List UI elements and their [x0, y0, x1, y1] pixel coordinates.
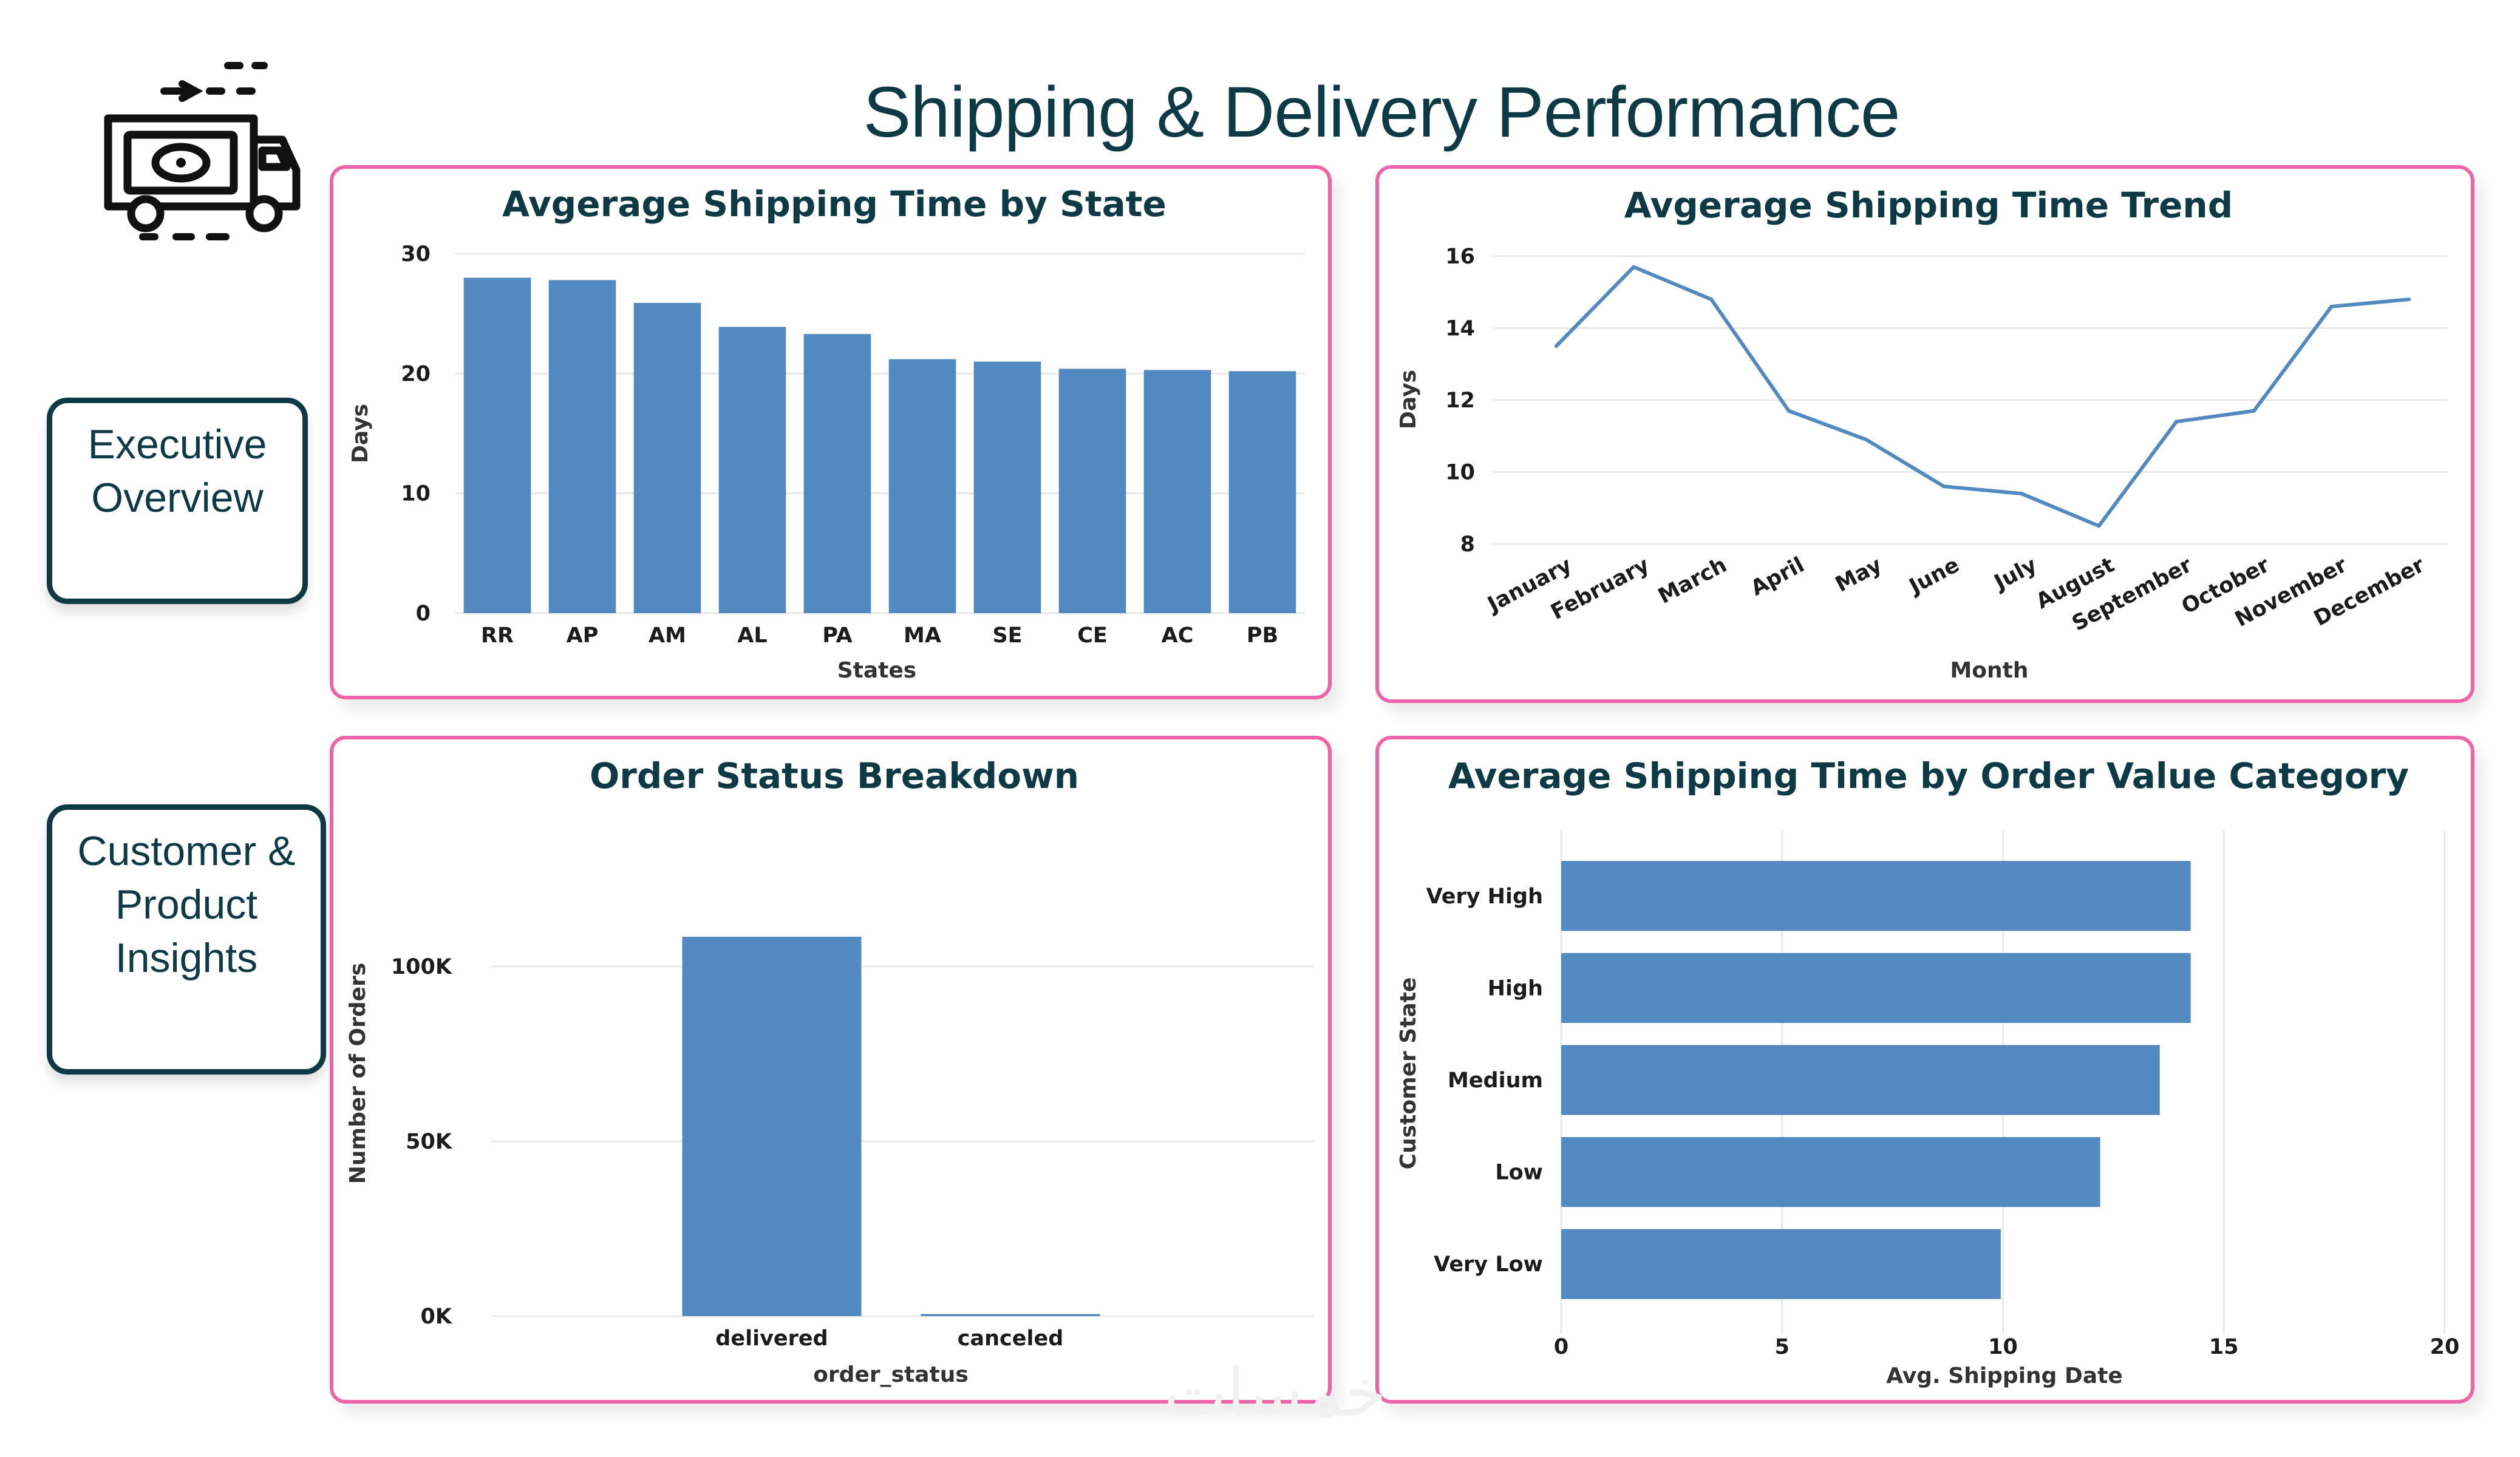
x-tick-label: AM	[649, 623, 686, 648]
chart-card-value: Average Shipping Time by Order Value Cat…	[1375, 736, 2474, 1404]
y-tick-label: 16	[1445, 245, 1475, 269]
x-tick-label: 0	[1554, 1335, 1568, 1359]
data-point[interactable]	[1864, 438, 1868, 442]
x-tick-label: 10	[1988, 1335, 2018, 1359]
bar[interactable]	[463, 277, 531, 613]
y-tick-label: 30	[401, 242, 431, 267]
y-tick-label: Very High	[1426, 885, 1543, 909]
x-tick-label: PB	[1247, 623, 1278, 648]
y-axis-label: Number of Orders	[346, 963, 370, 1184]
chart-card-state: Avgerage Shipping Time by State 0 10 20 30 R…	[330, 165, 1332, 699]
bar[interactable]	[1561, 861, 2191, 931]
data-point[interactable]	[1632, 265, 1636, 269]
data-point[interactable]	[2407, 297, 2411, 302]
x-tick-label: AL	[737, 623, 767, 648]
y-tick-label: 0	[416, 602, 431, 626]
x-axis-label: States	[837, 658, 916, 683]
x-tick-label: SE	[992, 623, 1022, 648]
page-title: Shipping & Delivery Performance	[863, 72, 1900, 152]
bar[interactable]	[973, 361, 1041, 613]
bar[interactable]	[548, 280, 616, 613]
bar[interactable]	[921, 1314, 1100, 1316]
chart-card-status: Order Status Breakdown 0K 50K 100K delivere…	[330, 736, 1332, 1404]
y-axis-label: Days	[1396, 370, 1421, 429]
bar[interactable]	[803, 334, 871, 613]
x-tick-label: May	[1831, 553, 1886, 597]
chart-title: Avgerage Shipping Time Trend	[1624, 185, 2233, 226]
x-axis-label: order_status	[813, 1362, 969, 1387]
data-point[interactable]	[2252, 409, 2256, 413]
bar[interactable]	[1143, 370, 1211, 613]
chart-card-trend: Avgerage Shipping Time Trend 8 10 12 14 16 Ja…	[1375, 165, 2474, 703]
bar[interactable]	[718, 327, 786, 613]
trend-line-chart: Avgerage Shipping Time Trend 810121416Ja…	[1396, 185, 2448, 683]
status-bar-chart: Order Status Breakdown 0K 50K 100K delivere…	[346, 755, 1314, 1387]
x-tick-label: AP	[567, 623, 599, 648]
y-tick-label: 20	[401, 362, 431, 386]
y-tick-label: 50K	[406, 1130, 453, 1154]
y-tick-label: 14	[1445, 317, 1475, 341]
data-point[interactable]	[1709, 297, 1714, 302]
y-tick-label: 12	[1445, 389, 1475, 413]
bar[interactable]	[1228, 371, 1296, 613]
data-point[interactable]	[2097, 524, 2101, 528]
y-axis-label: Days	[348, 404, 373, 463]
x-axis-label: Month	[1950, 658, 2028, 683]
bar[interactable]	[888, 359, 956, 613]
bar[interactable]	[1561, 1045, 2160, 1115]
y-tick-label: High	[1488, 976, 1543, 1000]
executive-overview-label: Executive Overview	[87, 421, 267, 521]
customer-product-insights-label: Customer & Product Insights	[77, 828, 296, 981]
x-tick-label: canceled	[958, 1326, 1064, 1351]
delivery-truck-icon	[91, 55, 310, 249]
bar[interactable]	[1561, 1229, 2001, 1299]
y-tick-label: Low	[1495, 1161, 1543, 1185]
x-tick-label: RR	[481, 623, 514, 648]
chart-title: Avgerage Shipping Time by State	[502, 183, 1166, 225]
data-point[interactable]	[1942, 484, 1946, 489]
y-tick-label: Very Low	[1434, 1252, 1543, 1277]
executive-overview-button[interactable]: Executive Overview	[47, 398, 308, 604]
bar[interactable]	[1058, 368, 1126, 613]
x-tick-label: March	[1654, 553, 1731, 609]
x-tick-label: 20	[2430, 1335, 2460, 1359]
y-axis-label: Customer State	[1396, 977, 1421, 1170]
x-tick-label: June	[1904, 553, 1963, 600]
data-point[interactable]	[2174, 419, 2179, 424]
x-axis-label: Avg. Shipping Date	[1886, 1364, 2123, 1388]
x-tick-label: April	[1747, 553, 1808, 601]
bar[interactable]	[682, 937, 862, 1316]
data-point[interactable]	[1786, 409, 1791, 413]
watermark-logo: خمسات	[1163, 1354, 1387, 1432]
bar[interactable]	[633, 302, 701, 613]
x-tick-label: 5	[1775, 1335, 1790, 1359]
x-tick-label: CE	[1077, 623, 1108, 648]
y-tick-label: 8	[1460, 532, 1475, 557]
y-tick-label: 10	[1445, 461, 1475, 485]
x-tick-label: July	[1989, 553, 2041, 596]
chart-title: Order Status Breakdown	[590, 755, 1079, 796]
x-tick-label: PA	[822, 623, 853, 648]
data-point[interactable]	[2329, 304, 2334, 308]
y-tick-label: 0K	[421, 1305, 453, 1329]
data-point[interactable]	[2019, 492, 2023, 496]
x-tick-label: 15	[2209, 1335, 2239, 1359]
data-point[interactable]	[1554, 344, 1558, 348]
state-bar-chart: Avgerage Shipping Time by State 0 10 20 30 R…	[348, 183, 1305, 683]
y-tick-label: Medium	[1448, 1068, 1543, 1093]
y-tick-label: 100K	[391, 955, 453, 979]
x-tick-label: delivered	[715, 1326, 828, 1351]
chart-title: Average Shipping Time by Order Value Cat…	[1448, 755, 2409, 796]
bar[interactable]	[1561, 953, 2191, 1024]
bar[interactable]	[1561, 1136, 2100, 1207]
y-tick-label: 10	[401, 482, 431, 506]
x-tick-label: MA	[904, 623, 941, 648]
customer-product-insights-button[interactable]: Customer & Product Insights	[47, 804, 326, 1075]
x-tick-label: AC	[1162, 623, 1194, 648]
value-category-bar-chart: Average Shipping Time by Order Value Cat…	[1396, 755, 2460, 1388]
series-line	[1555, 265, 2409, 528]
